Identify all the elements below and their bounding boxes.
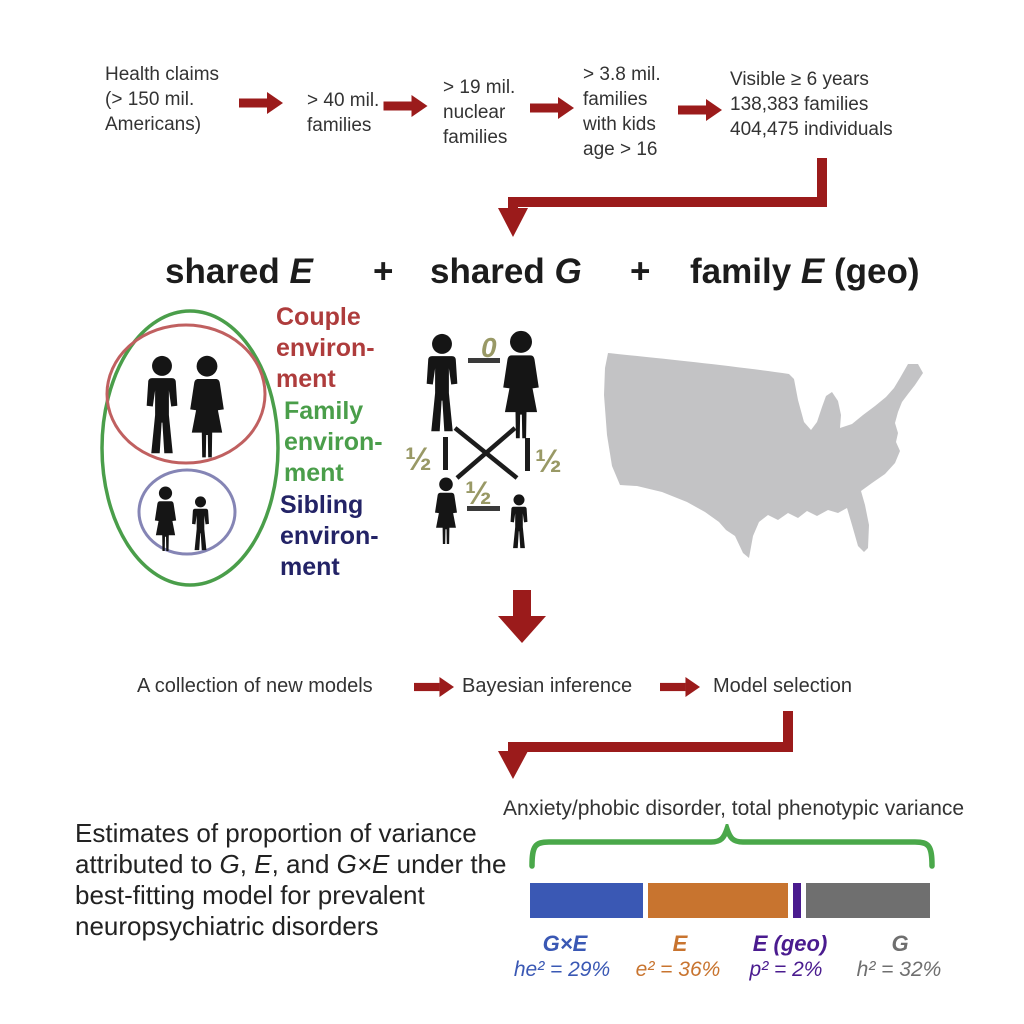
pipeline-step-models: A collection of new models xyxy=(137,675,373,697)
flow-step-19mil: > 19 mil. nuclear families xyxy=(443,77,516,148)
sibling-environment-circle xyxy=(137,468,237,556)
us-map xyxy=(604,353,923,558)
flow-arrow-icon xyxy=(414,677,454,697)
label-family-environment: Family environ- ment xyxy=(284,397,383,487)
daughter-silhouette-icon xyxy=(154,486,177,551)
bar-label-e-geo: E (geo) xyxy=(752,931,828,956)
flow-arrow-icon xyxy=(530,97,574,119)
flow-arrow-icon xyxy=(678,99,722,121)
bar-segment-2 xyxy=(647,883,788,918)
bar-label-e: E xyxy=(672,931,688,956)
shared-genetics-pedigree: 0 ½ ½ ½ xyxy=(405,330,562,549)
bar-value-e-geo: p² = 2% xyxy=(749,958,823,981)
caption-text: attributed to xyxy=(75,849,220,879)
couple-environment-circle xyxy=(105,323,267,465)
down-arrow-icon xyxy=(498,590,546,643)
pedigree-cross-line xyxy=(455,426,517,480)
label-couple-environment: Couple environ- ment xyxy=(276,303,375,393)
caption: Estimates of proportion of variance attr… xyxy=(75,818,535,942)
pipeline-step-bayesian: Bayesian inference xyxy=(462,675,633,697)
sibling-link-line xyxy=(467,506,500,511)
pedigree-tick-left xyxy=(443,437,448,470)
relatedness-zero-label: 0 xyxy=(481,332,497,363)
heading-family-e-geo: family E (geo) xyxy=(690,252,920,292)
mother-silhouette-icon xyxy=(190,355,224,458)
son-silhouette-icon xyxy=(192,496,209,551)
bar-segment-3 xyxy=(792,883,801,918)
connector-elbow-arrow-icon xyxy=(498,711,793,779)
caption-line-4: neuropsychiatric disorders xyxy=(75,911,379,941)
flow-step-cohort: Visible ≥ 6 years 138,383 families 404,4… xyxy=(730,69,893,140)
pedigree-mother-icon xyxy=(503,330,539,439)
caption-line-2: attributed to G, E, and G×E under the xyxy=(75,849,535,880)
shared-environment-diagram xyxy=(100,309,280,587)
family-environment-ellipse xyxy=(100,309,280,587)
heading-shared-e: shared E xyxy=(165,252,313,292)
heading-text: (geo) xyxy=(824,252,920,291)
flow-arrow-icon xyxy=(383,95,428,117)
caption-text: , xyxy=(239,849,255,879)
relatedness-half-left-label: ½ xyxy=(405,441,432,477)
flow-step-40mil: > 40 mil. families xyxy=(307,90,380,136)
caption-g-italic: G xyxy=(219,849,240,879)
heading-shared-g: shared G xyxy=(430,252,582,292)
stacked-bar xyxy=(530,883,930,918)
heading-plus-2: + xyxy=(630,252,651,291)
pedigree-daughter-icon xyxy=(435,477,457,544)
brace-path xyxy=(529,824,935,869)
relatedness-half-center-label: ½ xyxy=(465,475,492,511)
pipeline-step-selection: Model selection xyxy=(713,675,852,697)
bar-value-e: e² = 36% xyxy=(635,958,721,981)
caption-text: , and xyxy=(271,849,337,879)
caption-gxe-italic: G×E xyxy=(336,849,390,879)
heading-text: family xyxy=(690,252,801,291)
bar-value-g: h² = 32% xyxy=(856,958,942,981)
heading-g-italic: G xyxy=(554,252,582,291)
flow-arrow-icon xyxy=(660,677,700,697)
brace-icon xyxy=(529,824,935,869)
caption-line-1: Estimates of proportion of variance xyxy=(75,818,477,848)
bar-segment-4 xyxy=(805,883,930,918)
flow-step-health-claims: Health claims (> 150 mil. Americans) xyxy=(105,64,220,135)
heading-e-italic: E xyxy=(800,252,825,291)
caption-text: under the xyxy=(389,849,507,879)
chart-title: Anxiety/phobic disorder, total phenotypi… xyxy=(503,797,965,820)
caption-line-3: best-fitting model for prevalent xyxy=(75,880,425,910)
father-silhouette-icon xyxy=(146,355,178,454)
heading-text: shared xyxy=(430,252,555,291)
pedigree-tick-right xyxy=(525,438,530,471)
heading-text: shared xyxy=(165,252,290,291)
label-sibling-environment: Sibling environ- ment xyxy=(280,491,379,581)
relatedness-half-right-label: ½ xyxy=(535,443,562,479)
flow-step-38mil: > 3.8 mil. families with kids age > 16 xyxy=(583,64,661,160)
caption-e-italic: E xyxy=(254,849,272,879)
connector-elbow-arrow-icon xyxy=(498,158,827,237)
pedigree-father-icon xyxy=(426,333,458,432)
heading-e-italic: E xyxy=(289,252,313,291)
flow-arrow-icon xyxy=(239,92,283,114)
couple-link-line xyxy=(468,358,500,363)
bar-segment-1 xyxy=(530,883,643,918)
bar-label-g: G xyxy=(891,931,909,956)
bar-label-gxe: G×E xyxy=(542,931,588,956)
pedigree-son-icon xyxy=(510,494,528,549)
heading-plus-1: + xyxy=(373,252,394,291)
us-map-outline xyxy=(604,353,923,558)
bar-value-gxe: he² = 29% xyxy=(513,958,611,981)
